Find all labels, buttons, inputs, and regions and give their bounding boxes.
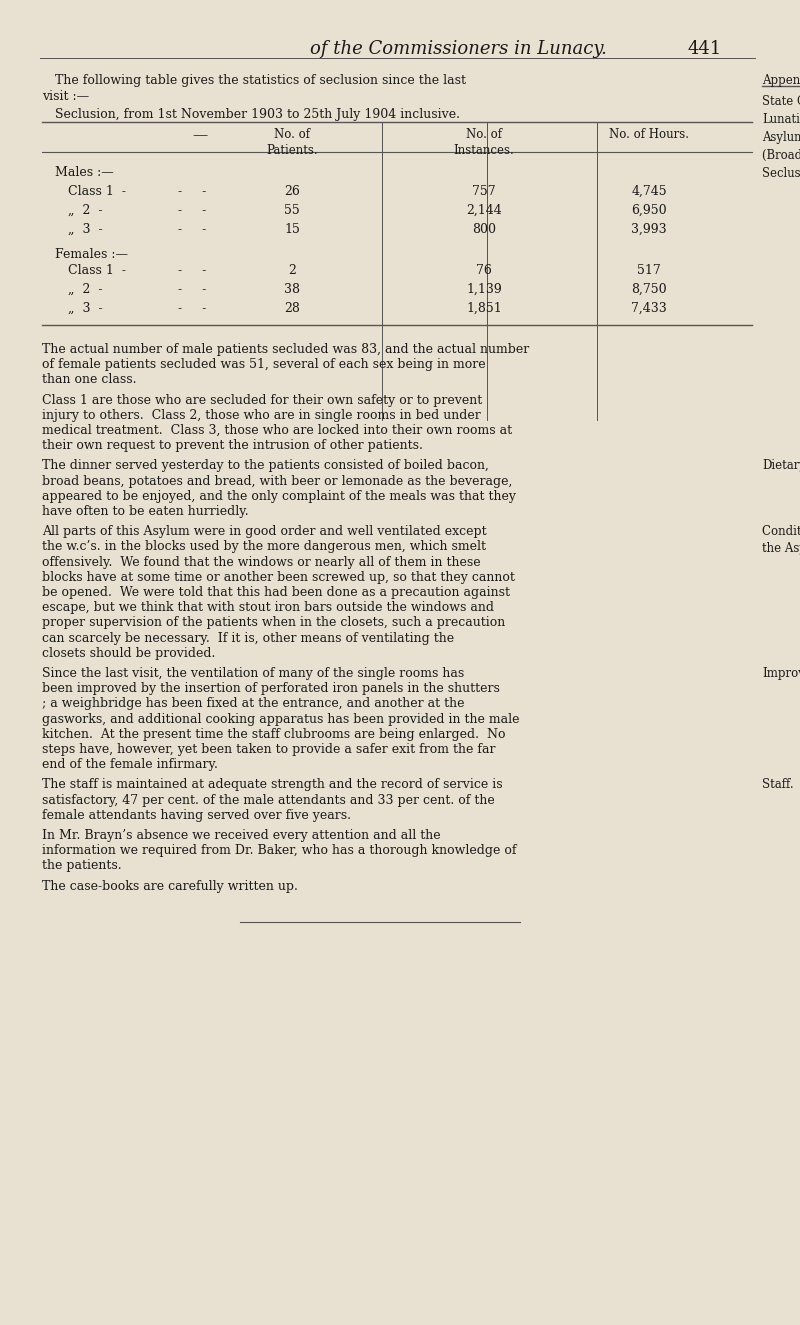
Text: 2: 2	[288, 264, 296, 277]
Text: 1,139: 1,139	[466, 284, 502, 295]
Text: All parts of this Asylum were in good order and well ventilated except: All parts of this Asylum were in good or…	[42, 525, 486, 538]
Text: appeared to be enjoyed, and the only complaint of the meals was that they: appeared to be enjoyed, and the only com…	[42, 490, 516, 502]
Text: 28: 28	[284, 302, 300, 315]
Text: 4,745: 4,745	[631, 186, 667, 197]
Text: of the Commissioners in Lunacy.: of the Commissioners in Lunacy.	[310, 40, 607, 58]
Text: State Criminal
Lunatic
Asylum
(Broadmoor ).
Seclusion.: State Criminal Lunatic Asylum (Broadmoor…	[762, 95, 800, 180]
Text: their own request to prevent the intrusion of other patients.: their own request to prevent the intrusi…	[42, 439, 423, 452]
Text: 2,144: 2,144	[466, 204, 502, 217]
Text: of female patients secluded was 51, several of each sex being in more: of female patients secluded was 51, seve…	[42, 358, 486, 371]
Text: Since the last visit, the ventilation of many of the single rooms has: Since the last visit, the ventilation of…	[42, 666, 464, 680]
Text: -     -: - -	[178, 186, 206, 197]
Text: injury to others.  Class 2, those who are in single rooms in bed under: injury to others. Class 2, those who are…	[42, 409, 481, 421]
Text: 76: 76	[476, 264, 492, 277]
Text: 517: 517	[637, 264, 661, 277]
Text: -     -: - -	[178, 223, 206, 236]
Text: Appendix F.: Appendix F.	[762, 74, 800, 87]
Text: have often to be eaten hurriedly.: have often to be eaten hurriedly.	[42, 505, 249, 518]
Text: information we required from Dr. Baker, who has a thorough knowledge of: information we required from Dr. Baker, …	[42, 844, 517, 857]
Text: 800: 800	[472, 223, 496, 236]
Text: escape, but we think that with stout iron bars outside the windows and: escape, but we think that with stout iro…	[42, 602, 494, 615]
Text: Improvements.: Improvements.	[762, 666, 800, 680]
Text: -     -: - -	[178, 264, 206, 277]
Text: —: —	[192, 129, 208, 142]
Text: „  3  -: „ 3 -	[68, 302, 102, 315]
Text: The actual number of male patients secluded was 83, and the actual number: The actual number of male patients seclu…	[42, 343, 530, 356]
Text: blocks have at some time or another been screwed up, so that they cannot: blocks have at some time or another been…	[42, 571, 515, 584]
Text: Seclusion, from 1st November 1903 to 25th July 1904 inclusive.: Seclusion, from 1st November 1903 to 25t…	[55, 109, 460, 121]
Text: „  2  -: „ 2 -	[68, 284, 102, 295]
Text: Females :—: Females :—	[55, 248, 128, 261]
Text: No. of
Patients.: No. of Patients.	[266, 129, 318, 156]
Text: broad beans, potatoes and bread, with beer or lemonade as the beverage,: broad beans, potatoes and bread, with be…	[42, 474, 512, 488]
Text: 55: 55	[284, 204, 300, 217]
Text: kitchen.  At the present time the staff clubrooms are being enlarged.  No: kitchen. At the present time the staff c…	[42, 727, 506, 741]
Text: medical treatment.  Class 3, those who are locked into their own rooms at: medical treatment. Class 3, those who ar…	[42, 424, 512, 437]
Text: The case-books are carefully written up.: The case-books are carefully written up.	[42, 880, 298, 893]
Text: visit :—: visit :—	[42, 90, 89, 103]
Text: Class 1  -: Class 1 -	[68, 264, 126, 277]
Text: -     -: - -	[178, 284, 206, 295]
Text: 1,851: 1,851	[466, 302, 502, 315]
Text: No. of Hours.: No. of Hours.	[609, 129, 689, 140]
Text: than one class.: than one class.	[42, 374, 137, 387]
Text: the w.c’s. in the blocks used by the more dangerous men, which smelt: the w.c’s. in the blocks used by the mor…	[42, 541, 486, 554]
Text: No. of
Instances.: No. of Instances.	[454, 129, 514, 156]
Text: The following table gives the statistics of seclusion since the last: The following table gives the statistics…	[55, 74, 466, 87]
Text: The staff is maintained at adequate strength and the record of service is: The staff is maintained at adequate stre…	[42, 778, 502, 791]
Text: be opened.  We were told that this had been done as a precaution against: be opened. We were told that this had be…	[42, 586, 510, 599]
Text: 38: 38	[284, 284, 300, 295]
Text: In Mr. Brayn’s absence we received every attention and all the: In Mr. Brayn’s absence we received every…	[42, 829, 441, 841]
Text: 7,433: 7,433	[631, 302, 667, 315]
Text: female attendants having served over five years.: female attendants having served over fiv…	[42, 808, 351, 822]
Text: 8,750: 8,750	[631, 284, 667, 295]
Text: satisfactory, 47 per cent. of the male attendants and 33 per cent. of the: satisfactory, 47 per cent. of the male a…	[42, 794, 494, 807]
Text: Class 1  -: Class 1 -	[68, 186, 126, 197]
Text: -     -: - -	[178, 204, 206, 217]
Text: „  3  -: „ 3 -	[68, 223, 102, 236]
Text: can scarcely be necessary.  If it is, other means of ventilating the: can scarcely be necessary. If it is, oth…	[42, 632, 454, 644]
Text: 3,993: 3,993	[631, 223, 667, 236]
Text: Class 1 are those who are secluded for their own safety or to prevent: Class 1 are those who are secluded for t…	[42, 394, 482, 407]
Text: offensively.  We found that the windows or nearly all of them in these: offensively. We found that the windows o…	[42, 555, 481, 568]
Text: „  2  -: „ 2 -	[68, 204, 102, 217]
Text: 757: 757	[472, 186, 496, 197]
Text: been improved by the insertion of perforated iron panels in the shutters: been improved by the insertion of perfor…	[42, 682, 500, 696]
Text: The dinner served yesterday to the patients consisted of boiled bacon,: The dinner served yesterday to the patie…	[42, 460, 489, 473]
Text: the patients.: the patients.	[42, 860, 122, 872]
Text: end of the female infirmary.: end of the female infirmary.	[42, 758, 218, 771]
Text: 26: 26	[284, 186, 300, 197]
Text: closets should be provided.: closets should be provided.	[42, 647, 215, 660]
Text: ; a weighbridge has been fixed at the entrance, and another at the: ; a weighbridge has been fixed at the en…	[42, 697, 465, 710]
Text: proper supervision of the patients when in the closets, such a precaution: proper supervision of the patients when …	[42, 616, 506, 629]
Text: -     -: - -	[178, 302, 206, 315]
Text: 441: 441	[688, 40, 722, 58]
Text: Dietary.: Dietary.	[762, 460, 800, 473]
Text: steps have, however, yet been taken to provide a safer exit from the far: steps have, however, yet been taken to p…	[42, 743, 495, 757]
Text: Condition of
the Asylum.: Condition of the Asylum.	[762, 525, 800, 555]
Text: 6,950: 6,950	[631, 204, 667, 217]
Text: Staff.: Staff.	[762, 778, 794, 791]
Text: Males :—: Males :—	[55, 166, 114, 179]
Text: gasworks, and additional cooking apparatus has been provided in the male: gasworks, and additional cooking apparat…	[42, 713, 519, 726]
Text: 15: 15	[284, 223, 300, 236]
